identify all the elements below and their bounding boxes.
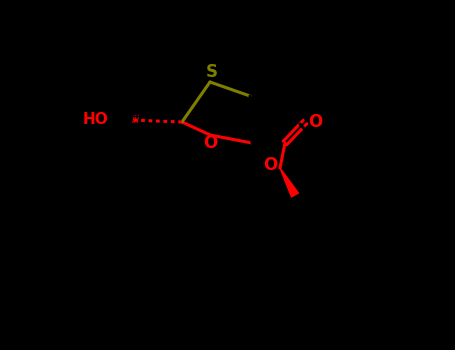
Text: iii: iii (132, 115, 140, 125)
Text: HO: HO (82, 112, 108, 127)
Text: S: S (206, 63, 218, 81)
Text: O: O (203, 134, 217, 152)
Polygon shape (280, 168, 298, 197)
Text: O: O (263, 156, 277, 174)
Text: O: O (308, 113, 322, 131)
